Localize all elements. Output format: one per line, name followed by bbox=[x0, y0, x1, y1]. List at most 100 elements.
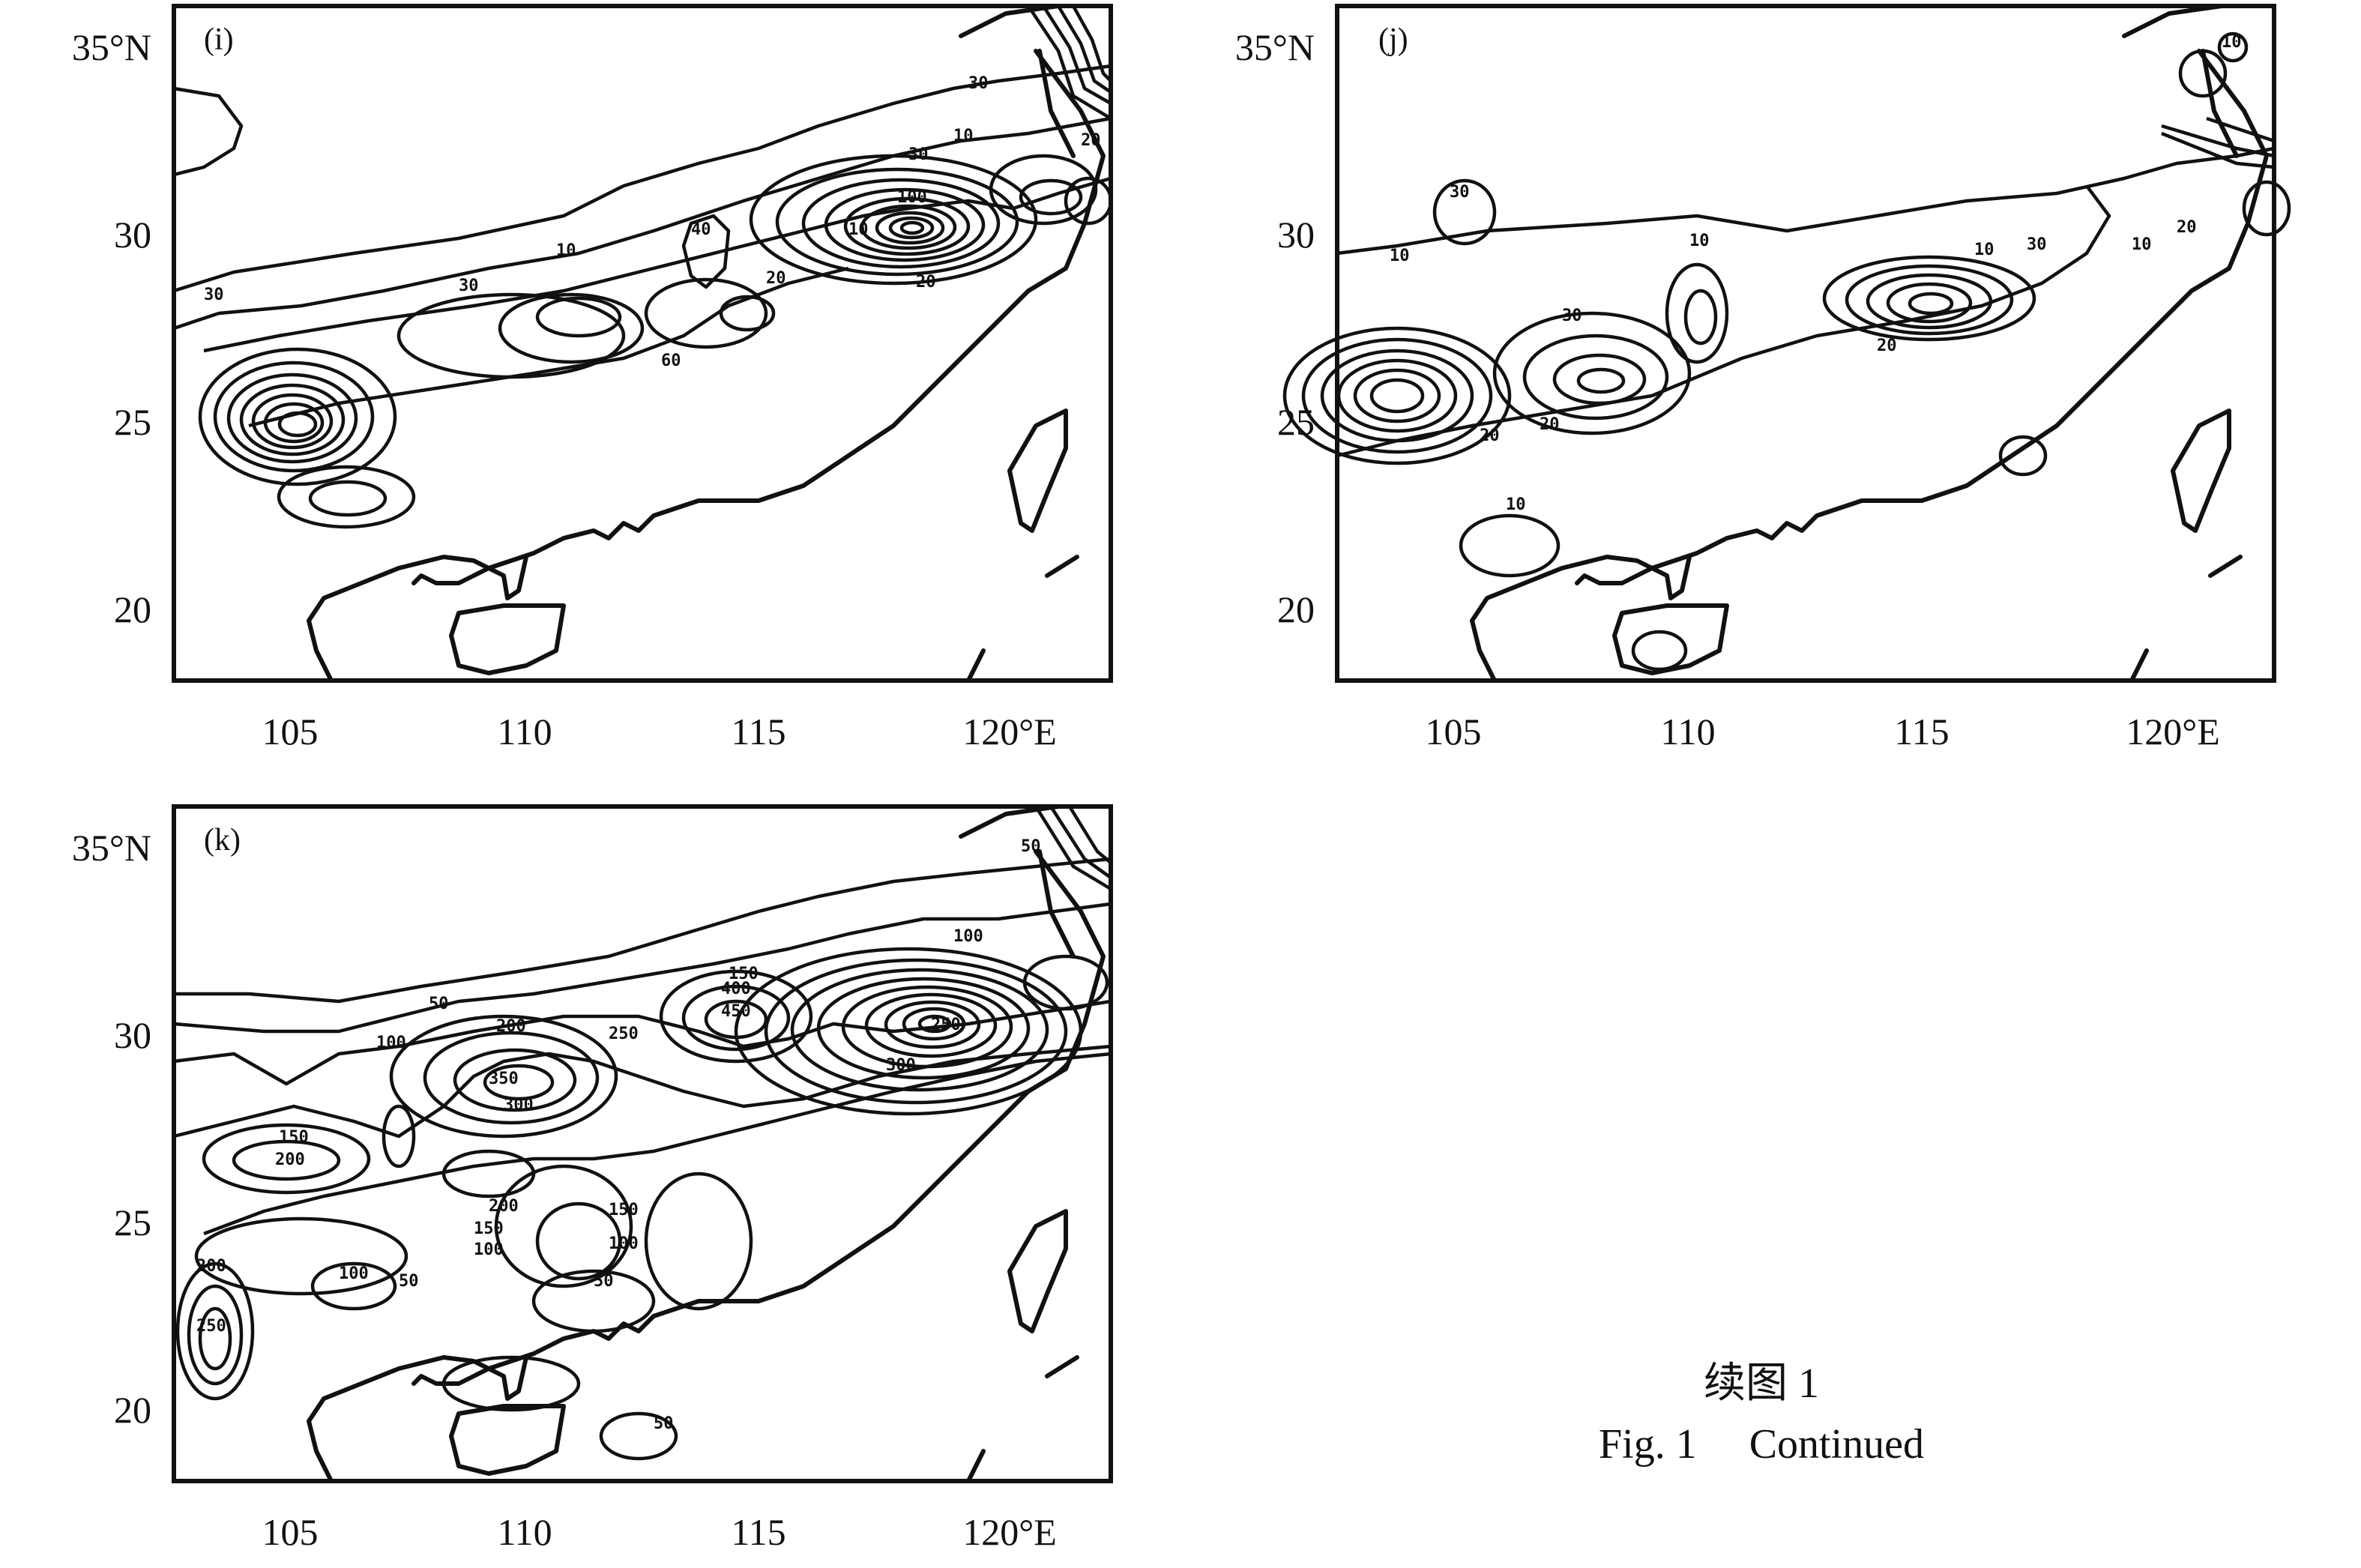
x-tick-label: 115 bbox=[731, 711, 786, 753]
svg-text:10: 10 bbox=[1506, 495, 1526, 514]
svg-text:200: 200 bbox=[275, 1151, 305, 1169]
svg-text:10: 10 bbox=[2222, 33, 2242, 52]
contour-field-i bbox=[173, 4, 1113, 529]
svg-text:250: 250 bbox=[196, 1317, 226, 1336]
y-tick-label: 25 bbox=[1277, 401, 1315, 443]
svg-text:350: 350 bbox=[489, 1070, 519, 1088]
svg-text:60: 60 bbox=[661, 352, 681, 370]
svg-text:20: 20 bbox=[766, 269, 786, 288]
caption-chinese: 续图 1 bbox=[1704, 1360, 1819, 1407]
x-tick-label: 110 bbox=[1660, 711, 1715, 753]
svg-text:30: 30 bbox=[908, 145, 929, 164]
svg-text:30: 30 bbox=[1562, 307, 1582, 325]
panel-j: 10 20 30 10 20 30 10 20 30 10 20 10 10 (… bbox=[1235, 4, 2291, 753]
panel-k: 50 100 150 200 250 300 350 400 450 100 5… bbox=[72, 804, 1113, 1553]
svg-text:10: 10 bbox=[1390, 247, 1410, 265]
svg-text:150: 150 bbox=[474, 1219, 504, 1238]
x-axis-j: 105 110 115 120°E bbox=[1426, 711, 2220, 753]
svg-text:20: 20 bbox=[1081, 131, 1101, 150]
contour-labels-i: 10 20 30 40 60 100 30 10 20 30 10 20 30 bbox=[204, 74, 1101, 370]
svg-text:20: 20 bbox=[2177, 218, 2197, 237]
y-tick-label: 20 bbox=[1277, 588, 1315, 630]
svg-text:100: 100 bbox=[474, 1240, 504, 1259]
x-tick-label: 115 bbox=[731, 1511, 786, 1553]
x-axis-i: 105 110 115 120°E bbox=[262, 711, 1057, 753]
y-tick-label: 30 bbox=[114, 1014, 151, 1056]
x-axis-k: 105 110 115 120°E bbox=[262, 1511, 1057, 1553]
x-tick-label: 120°E bbox=[962, 711, 1057, 753]
svg-text:20: 20 bbox=[1540, 415, 1560, 434]
svg-text:30: 30 bbox=[1450, 183, 1470, 202]
svg-text:10: 10 bbox=[848, 220, 869, 239]
svg-text:30: 30 bbox=[2027, 235, 2047, 254]
svg-text:50: 50 bbox=[399, 1272, 419, 1291]
svg-text:150: 150 bbox=[609, 1201, 639, 1219]
x-tick-label: 115 bbox=[1894, 711, 1949, 753]
svg-text:10: 10 bbox=[556, 241, 576, 260]
svg-text:30: 30 bbox=[204, 286, 224, 304]
y-tick-label: 20 bbox=[114, 1389, 151, 1431]
svg-text:20: 20 bbox=[916, 273, 936, 292]
map-frame-k bbox=[172, 804, 1113, 1483]
contour-labels-j: 10 20 30 10 20 30 10 20 30 10 20 10 10 bbox=[1390, 33, 2242, 514]
x-tick-label: 110 bbox=[497, 1511, 552, 1553]
panel-label: (i) bbox=[204, 22, 234, 57]
svg-text:40: 40 bbox=[691, 220, 711, 239]
svg-text:100: 100 bbox=[953, 927, 983, 946]
y-tick-label: 30 bbox=[1277, 214, 1315, 256]
svg-text:200: 200 bbox=[489, 1197, 519, 1216]
svg-text:30: 30 bbox=[968, 74, 989, 93]
panel-label: (j) bbox=[1378, 22, 1408, 57]
contour-field-k bbox=[173, 805, 1112, 1461]
svg-text:400: 400 bbox=[721, 980, 751, 998]
svg-text:100: 100 bbox=[376, 1034, 406, 1052]
y-axis-j: 35°N 30 25 20 bbox=[1235, 26, 1315, 630]
map-frame-i bbox=[172, 4, 1113, 683]
svg-text:10: 10 bbox=[1689, 232, 1710, 250]
x-tick-label: 105 bbox=[262, 1511, 319, 1553]
y-tick-label: 20 bbox=[114, 588, 151, 630]
contour-labels-k: 50 100 150 200 250 300 350 400 450 100 5… bbox=[196, 837, 1041, 1433]
svg-text:30: 30 bbox=[459, 277, 479, 295]
x-tick-label: 120°E bbox=[962, 1511, 1057, 1553]
panel-i: 10 20 30 40 60 100 30 10 20 30 10 20 30 … bbox=[72, 4, 1113, 753]
svg-text:20: 20 bbox=[1877, 337, 1897, 355]
svg-text:100: 100 bbox=[897, 188, 927, 207]
y-tick-label: 35°N bbox=[1235, 26, 1315, 68]
panel-label: (k) bbox=[204, 823, 241, 857]
y-tick-label: 35°N bbox=[72, 827, 151, 869]
y-tick-label: 35°N bbox=[72, 26, 151, 68]
caption-english: Fig. 1 Continued bbox=[1598, 1421, 1925, 1468]
svg-text:300: 300 bbox=[504, 1096, 534, 1115]
y-axis-i: 35°N 30 25 20 bbox=[72, 26, 151, 630]
svg-text:150: 150 bbox=[729, 965, 759, 983]
svg-text:250: 250 bbox=[609, 1025, 639, 1043]
svg-text:100: 100 bbox=[609, 1234, 639, 1253]
contour-field-j bbox=[1282, 31, 2291, 672]
svg-text:300: 300 bbox=[886, 1056, 916, 1075]
svg-text:100: 100 bbox=[339, 1264, 369, 1283]
svg-text:10: 10 bbox=[2132, 235, 2152, 254]
svg-text:200: 200 bbox=[496, 1017, 526, 1036]
x-tick-label: 120°E bbox=[2126, 711, 2220, 753]
x-tick-label: 105 bbox=[1426, 711, 1482, 753]
y-axis-k: 35°N 30 25 20 bbox=[72, 827, 151, 1431]
x-tick-label: 105 bbox=[262, 711, 319, 753]
svg-text:50: 50 bbox=[654, 1414, 674, 1433]
svg-text:10: 10 bbox=[953, 127, 974, 145]
svg-text:250: 250 bbox=[931, 1016, 961, 1034]
svg-text:20: 20 bbox=[1480, 426, 1500, 445]
svg-text:150: 150 bbox=[279, 1128, 309, 1147]
x-tick-label: 110 bbox=[497, 711, 552, 753]
y-tick-label: 25 bbox=[114, 401, 151, 443]
svg-text:450: 450 bbox=[721, 1002, 751, 1021]
svg-text:50: 50 bbox=[1021, 837, 1041, 856]
svg-text:200: 200 bbox=[196, 1257, 226, 1276]
y-tick-label: 30 bbox=[114, 214, 151, 256]
svg-text:50: 50 bbox=[429, 995, 449, 1013]
map-frame-j bbox=[1335, 4, 2276, 683]
svg-text:10: 10 bbox=[1974, 241, 1994, 259]
y-tick-label: 25 bbox=[114, 1201, 151, 1243]
svg-text:50: 50 bbox=[594, 1272, 614, 1291]
